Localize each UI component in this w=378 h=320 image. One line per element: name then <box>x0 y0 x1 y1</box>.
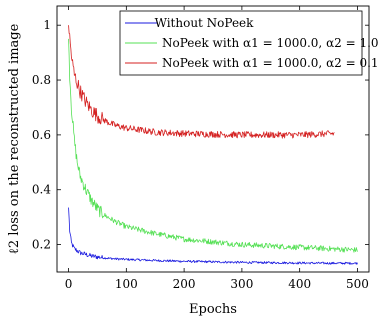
legend-box <box>119 10 363 76</box>
y-tick-label: 0.8 <box>32 73 51 87</box>
y-tick-label: 0.6 <box>32 128 51 142</box>
x-tick-label: 500 <box>346 277 369 291</box>
x-tick-label: 0 <box>65 277 73 291</box>
legend-label: Without NoPeek <box>155 16 255 30</box>
x-axis-ticks: 0 100 200 300 400 500 <box>65 6 369 291</box>
plot-frame <box>56 5 370 273</box>
series-line-0 <box>68 207 358 265</box>
y-axis-label: ℓ2 loss on the reconstructed image <box>7 23 22 254</box>
legend: Without NoPeek NoPeek with α1 = 1000.0, α… <box>119 10 378 76</box>
x-tick-label: 100 <box>115 277 138 291</box>
x-axis-label: Epochs <box>189 302 237 317</box>
legend-label: NoPeek with α1 = 1000.0, α2 = 1.0 <box>162 36 378 50</box>
series-line-1 <box>68 38 358 253</box>
plot-lines <box>68 25 358 265</box>
y-tick-label: 0.2 <box>32 238 51 252</box>
series-line-2 <box>68 25 335 139</box>
y-axis-ticks: 0.2 0.4 0.6 0.8 1 <box>32 18 369 252</box>
x-tick-label: 400 <box>288 277 311 291</box>
x-tick-label: 300 <box>230 277 253 291</box>
y-tick-label: 1 <box>43 18 51 32</box>
x-tick-label: 200 <box>173 277 196 291</box>
legend-label: NoPeek with α1 = 1000.0, α2 = 0.1 <box>162 56 378 70</box>
y-tick-label: 0.4 <box>32 183 51 197</box>
